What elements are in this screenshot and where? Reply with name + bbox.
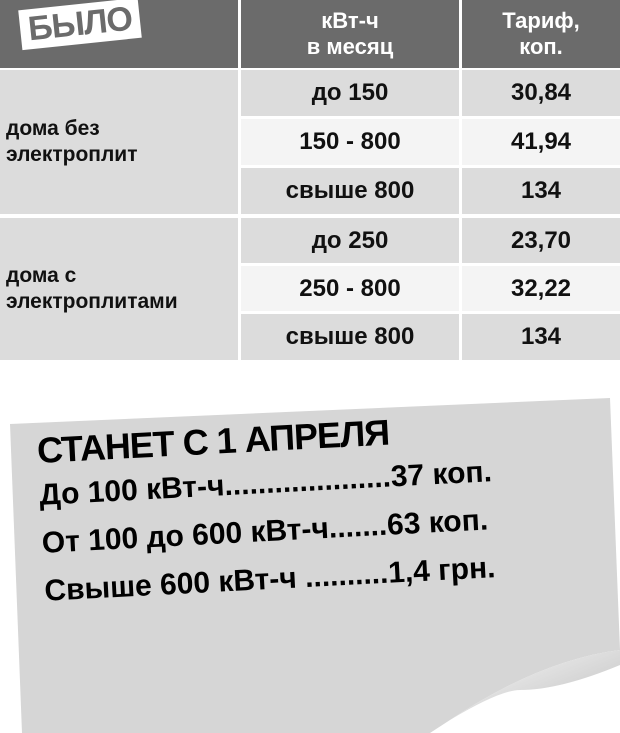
range-cell: до 250 [241, 218, 459, 263]
header-kwh-line1: кВт-ч [321, 8, 379, 33]
category-cell: дома с электроплитами [0, 218, 238, 360]
line-price: 63 коп. [386, 503, 489, 542]
leader-dots: ....... [327, 508, 388, 545]
line-label: Свыше 600 кВт-ч [43, 561, 298, 608]
leader-dots: .......... [295, 556, 390, 595]
paper-body [10, 398, 620, 733]
category-line: дома без [6, 117, 100, 140]
range-cell: 250 - 800 [241, 266, 459, 311]
range-cell: свыше 800 [241, 168, 459, 214]
tariff-cell: 23,70 [462, 218, 620, 263]
tariff-cell: 32,22 [462, 266, 620, 311]
header-tariff: Тариф, коп. [462, 0, 620, 68]
leader-dots: .................... [223, 460, 392, 503]
page-curl [450, 650, 620, 720]
before-stamp: БЫЛО [18, 0, 142, 51]
header-tariff-line1: Тариф, [502, 8, 580, 33]
paper-sheet [10, 398, 620, 733]
category-cell: дома без электроплит [0, 70, 238, 214]
header-kwh: кВт-ч в месяц [241, 0, 459, 68]
category-line: электроплит [6, 143, 138, 166]
header-kwh-line2: в месяц [306, 34, 394, 59]
tariff-cell: 41,94 [462, 119, 620, 165]
line-price: 1,4 грн. [387, 551, 497, 590]
category-line: дома с [6, 264, 77, 287]
category-line: электроплитами [6, 290, 178, 313]
new-tariffs: СТАНЕТ С 1 АПРЕЛЯ До 100 кВт-ч..........… [36, 406, 498, 615]
range-cell: 150 - 800 [241, 119, 459, 165]
tariff-cell: 134 [462, 314, 620, 360]
header-label-cell: БЫЛО [0, 0, 238, 68]
line-label: От 100 до 600 кВт-ч [41, 511, 330, 560]
line-label: До 100 кВт-ч [38, 469, 226, 512]
range-cell: до 150 [241, 70, 459, 116]
tariff-cell: 30,84 [462, 70, 620, 116]
range-cell: свыше 800 [241, 314, 459, 360]
header-tariff-line2: коп. [519, 34, 563, 59]
line-price: 37 коп. [389, 455, 493, 494]
tariff-cell: 134 [462, 168, 620, 214]
